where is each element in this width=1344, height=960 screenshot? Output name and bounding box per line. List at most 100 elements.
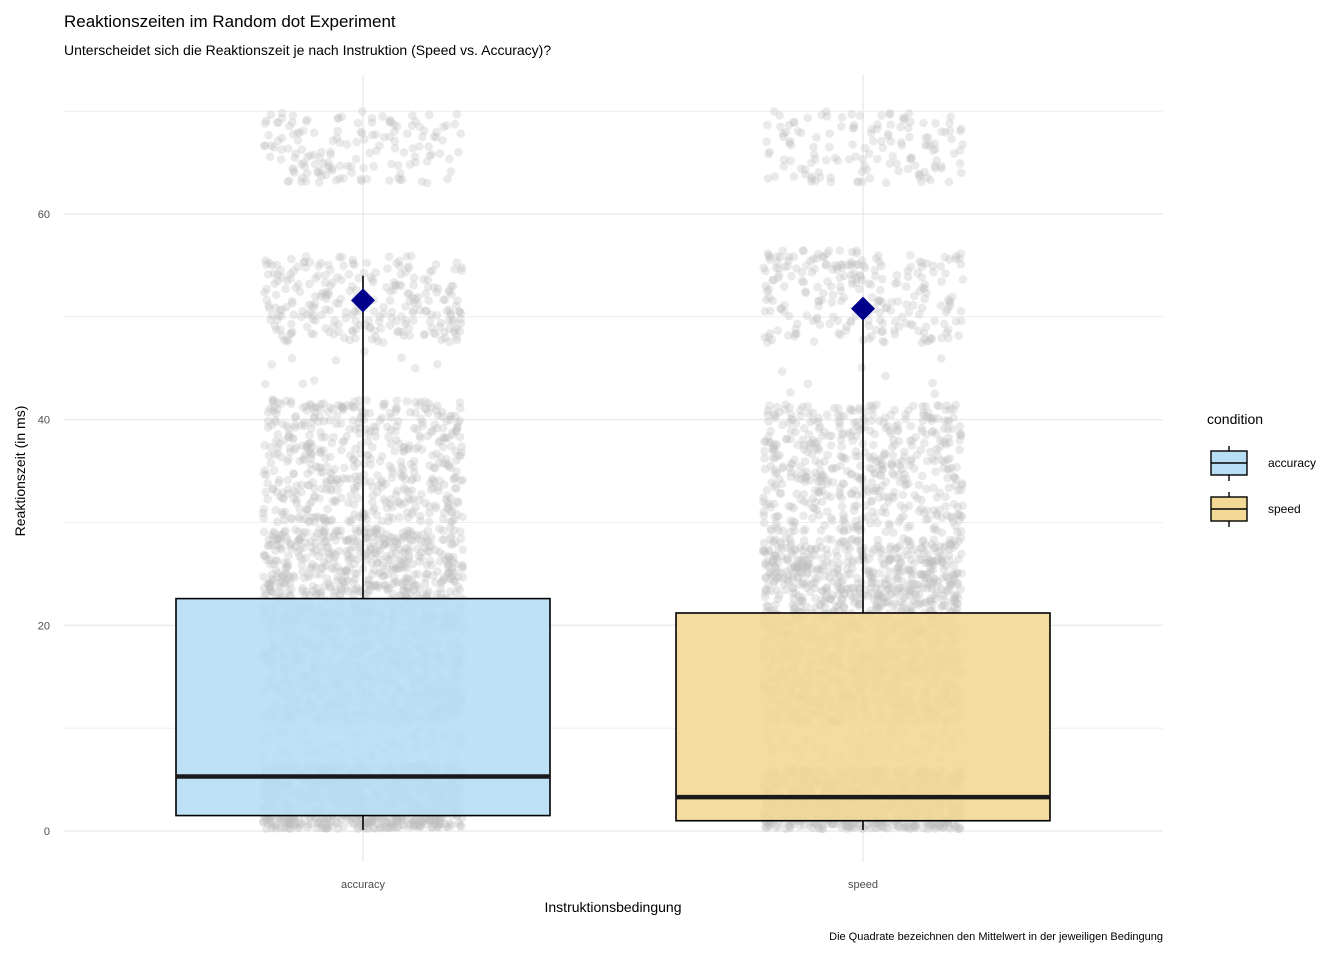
data-point — [409, 506, 418, 516]
data-point — [452, 110, 462, 119]
data-point — [381, 817, 391, 826]
data-point — [295, 545, 305, 554]
data-point — [327, 821, 336, 831]
data-point — [388, 513, 398, 523]
data-point — [386, 817, 396, 827]
data-point — [384, 252, 394, 261]
data-point — [272, 487, 282, 497]
data-point — [330, 464, 340, 474]
data-point — [327, 817, 336, 827]
data-point — [449, 552, 458, 562]
data-point — [311, 538, 320, 548]
data-point — [414, 400, 424, 410]
data-point — [370, 528, 379, 537]
data-point — [267, 823, 277, 833]
data-point — [317, 588, 326, 597]
data-point — [284, 571, 294, 580]
data-point — [323, 542, 332, 551]
data-point — [363, 822, 373, 832]
data-point — [298, 379, 308, 389]
data-point — [420, 543, 429, 553]
data-point — [387, 549, 396, 559]
data-point — [416, 821, 426, 831]
data-point — [345, 545, 355, 555]
data-point — [402, 252, 411, 261]
data-point — [331, 550, 340, 559]
data-point — [272, 517, 282, 527]
data-point — [263, 478, 272, 488]
data-point — [428, 474, 437, 484]
data-point — [303, 469, 313, 479]
data-point — [309, 413, 319, 423]
data-point — [386, 532, 395, 542]
data-point — [397, 535, 406, 544]
data-point — [455, 398, 465, 407]
data-point — [446, 441, 456, 451]
data-point — [291, 542, 300, 551]
data-point — [291, 525, 300, 534]
data-point — [291, 412, 301, 421]
data-point — [447, 281, 456, 291]
data-point — [412, 473, 422, 483]
data-point — [431, 545, 440, 555]
data-point — [339, 821, 349, 831]
data-point — [400, 531, 410, 541]
data-point — [390, 542, 400, 552]
data-point — [432, 590, 442, 599]
data-point — [381, 539, 390, 548]
data-point — [291, 821, 300, 831]
data-point — [309, 376, 319, 385]
data-point — [406, 536, 415, 545]
data-point — [362, 824, 372, 834]
data-point — [300, 421, 309, 430]
data-point — [272, 540, 281, 550]
data-point — [454, 818, 464, 827]
data-point — [409, 581, 419, 591]
data-point — [399, 148, 409, 157]
data-point — [341, 572, 350, 581]
data-point — [356, 127, 366, 137]
data-point — [408, 821, 418, 831]
data-point — [266, 315, 275, 325]
data-point — [277, 108, 287, 118]
data-point — [334, 824, 343, 833]
data-point — [355, 547, 365, 557]
data-point — [388, 543, 398, 552]
data-point — [360, 589, 370, 598]
data-point — [439, 122, 448, 132]
data-point — [375, 533, 384, 543]
data-point — [279, 823, 289, 833]
data-point — [402, 583, 412, 592]
data-point — [295, 821, 305, 831]
data-point — [331, 526, 341, 536]
data-point — [282, 533, 292, 543]
data-point — [402, 574, 412, 583]
data-point — [378, 338, 388, 347]
data-point — [389, 823, 399, 832]
data-point — [451, 589, 461, 598]
data-point — [316, 570, 325, 579]
data-point — [424, 587, 433, 596]
data-point — [299, 126, 308, 136]
data-point — [324, 548, 334, 557]
data-point — [414, 819, 424, 829]
data-point — [398, 820, 407, 829]
data-point — [334, 320, 344, 329]
data-point — [270, 821, 280, 831]
data-point — [271, 556, 281, 565]
data-point — [311, 591, 321, 600]
data-point — [418, 421, 427, 431]
data-point — [391, 490, 401, 499]
data-point — [314, 551, 323, 561]
data-point — [275, 591, 285, 600]
data-point — [414, 819, 424, 828]
data-point — [444, 574, 454, 584]
data-point — [380, 816, 390, 825]
data-point — [424, 815, 434, 824]
data-point — [393, 816, 402, 825]
data-point — [403, 289, 413, 298]
data-point — [277, 577, 287, 587]
data-point — [320, 525, 330, 535]
data-point — [330, 552, 340, 561]
data-point — [348, 416, 358, 426]
